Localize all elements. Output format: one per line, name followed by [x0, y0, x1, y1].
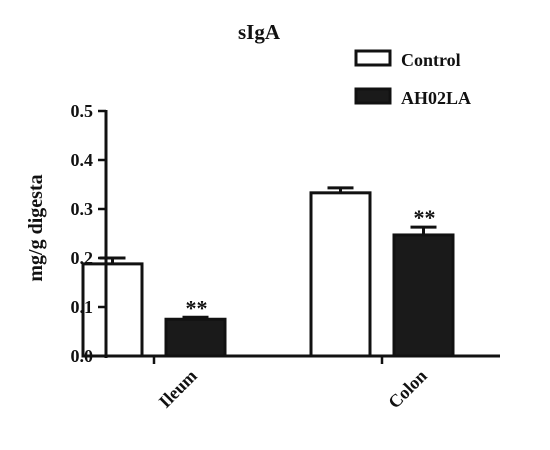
y-tick-label-0: 0.0	[71, 346, 94, 366]
y-tick-label-2: 0.2	[71, 248, 94, 268]
x-tick-label-ileum: Ileum	[155, 366, 201, 412]
plot-layer: ** ** 0.0 0.1 0.2 0.3 0.4 0.5	[71, 101, 500, 366]
y-tick-label-4: 0.4	[71, 150, 94, 170]
legend-swatch-control	[354, 49, 392, 67]
bar-control-colon	[309, 191, 372, 358]
bar-ah02la-colon	[392, 233, 455, 358]
y-tick-label-5: 0.5	[71, 101, 94, 121]
bar-control-ileum	[81, 262, 144, 358]
significance-label-ah02la-colon: **	[414, 205, 436, 230]
x-tick-label-colon: Colon	[384, 366, 431, 413]
bar-ah02la-ileum	[164, 317, 227, 358]
y-tick-label-3: 0.3	[71, 199, 94, 219]
significance-label-ah02la-ileum: **	[186, 295, 208, 320]
y-tick-label-1: 0.1	[71, 297, 94, 317]
legend-label-ah02la: AH02LA	[401, 88, 471, 108]
y-axis-label: mg/g digesta	[25, 174, 47, 281]
legend: Control AH02LA	[354, 49, 471, 108]
legend-swatch-ah02la	[354, 87, 392, 105]
chart-title: sIgA	[238, 20, 281, 44]
legend-label-control: Control	[401, 50, 461, 70]
